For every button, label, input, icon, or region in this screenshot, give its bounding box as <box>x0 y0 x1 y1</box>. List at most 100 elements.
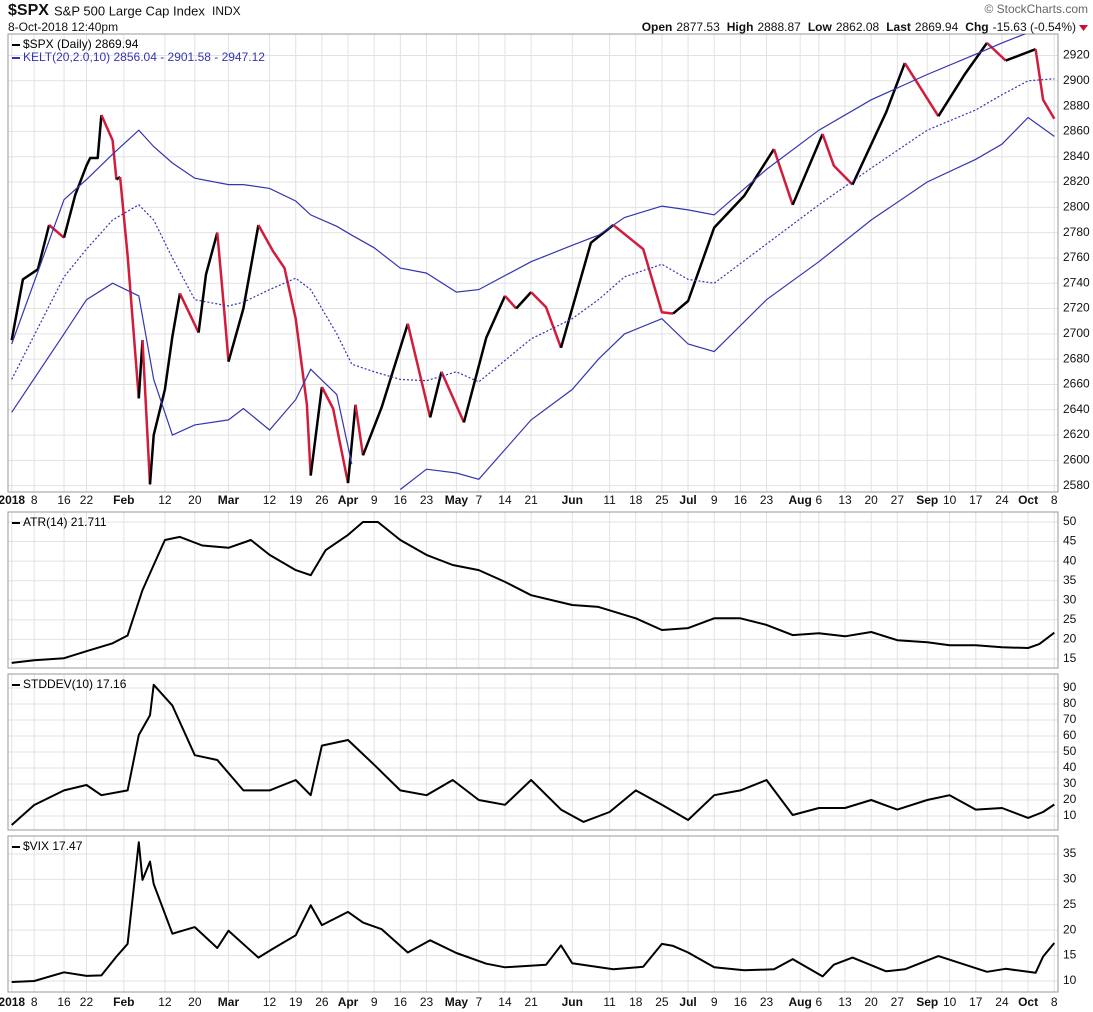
x-tick-label: 18 <box>629 995 643 1009</box>
legend-label: $VIX 17.47 <box>23 839 83 853</box>
x-tick-label: Aug <box>789 493 812 507</box>
x-tick-label: 6 <box>816 995 823 1009</box>
y-tick-label: 2620 <box>1063 427 1090 441</box>
y-tick-label: 10 <box>1063 808 1077 822</box>
x-tick-label: 20 <box>864 493 878 507</box>
x-tick-label: 12 <box>263 493 277 507</box>
x-tick-label: 24 <box>995 493 1009 507</box>
price-line <box>227 224 260 363</box>
price-line <box>772 148 794 206</box>
price-line <box>141 340 152 485</box>
y-tick-label: 2580 <box>1063 478 1090 492</box>
y-tick-label: 2720 <box>1063 301 1090 315</box>
x-tick-label: 27 <box>891 995 905 1009</box>
y-tick-label: 40 <box>1063 553 1077 567</box>
x-tick-label: 20 <box>188 493 202 507</box>
price-line <box>1005 48 1037 62</box>
x-tick-label: 11 <box>603 493 616 507</box>
x-tick-label: Sep <box>916 493 938 507</box>
keltner-lower <box>11 116 1055 490</box>
x-tick-label: Jul <box>679 493 696 507</box>
y-tick-label: 2740 <box>1063 275 1090 289</box>
x-tick-label: Feb <box>113 493 134 507</box>
price-line <box>462 295 507 423</box>
legend-label: STDDEV(10) 17.16 <box>23 677 127 691</box>
y-tick-label: 40 <box>1063 760 1077 774</box>
x-tick-label: 17 <box>969 493 983 507</box>
y-tick-label: 2780 <box>1063 225 1090 239</box>
y-tick-label: 2660 <box>1063 377 1090 391</box>
panel-frame <box>7 511 1059 669</box>
x-tick-label: Jul <box>679 995 696 1009</box>
x-tick-label: 8 <box>31 995 38 1009</box>
quote-label: Last <box>886 20 911 34</box>
x-tick-label: May <box>445 493 469 507</box>
x-tick-label: 9 <box>371 493 378 507</box>
x-tick-label: May <box>445 995 469 1009</box>
x-tick-label: 8 <box>31 493 38 507</box>
change-arrow <box>1079 25 1088 31</box>
plot-area <box>10 34 1056 490</box>
indicator-line <box>11 683 1055 826</box>
x-tick-label: 9 <box>711 995 718 1009</box>
quote-value: 2888.87 <box>757 20 801 34</box>
x-tick-label: Oct <box>1018 995 1038 1009</box>
quote-label: Chg <box>965 20 988 34</box>
price-line <box>986 41 1007 62</box>
y-tick-label: 10 <box>1063 973 1077 987</box>
y-tick-label: 2700 <box>1063 326 1090 340</box>
y-tick-label: 2840 <box>1063 149 1090 163</box>
y-tick-label: 2600 <box>1063 453 1090 467</box>
quote-label: Low <box>808 20 833 34</box>
x-tick-label: 18 <box>629 493 643 507</box>
price-line <box>504 295 518 310</box>
price-line <box>320 386 350 484</box>
price-line <box>406 323 432 418</box>
price-line <box>530 291 563 349</box>
keltner-upper <box>11 34 1027 345</box>
x-tick-label: 16 <box>734 493 748 507</box>
x-tick-label: 12 <box>158 493 172 507</box>
x-tick-label: 13 <box>838 493 852 507</box>
indicator-line <box>11 841 1056 983</box>
price-line <box>937 42 989 117</box>
x-tick-label: Sep <box>916 995 938 1009</box>
x-tick-label: 23 <box>760 995 774 1009</box>
keltner-middle <box>11 78 1055 383</box>
price-line <box>118 176 141 399</box>
x-tick-label: Jun <box>562 995 583 1009</box>
x-tick-label: 11 <box>603 995 616 1009</box>
price-line <box>48 224 65 239</box>
x-tick-label: 17 <box>969 995 983 1009</box>
y-tick-label: 2920 <box>1063 48 1090 62</box>
date-stamp: 8-Oct-2018 12:40pm <box>8 20 118 34</box>
x-tick-label: Oct <box>1018 493 1038 507</box>
y-tick-label: 60 <box>1063 728 1077 742</box>
y-tick-label: 35 <box>1063 573 1077 587</box>
index-name: S&P 500 Large Cap Index <box>54 3 205 18</box>
x-tick-label: 2018 <box>0 493 25 507</box>
price-line <box>309 386 324 476</box>
legend-label: $SPX (Daily) 2869.94 <box>23 37 139 51</box>
price-line <box>178 292 200 334</box>
price-line <box>612 224 674 315</box>
y-tick-label: 2760 <box>1063 250 1090 264</box>
y-tick-label: 2680 <box>1063 351 1090 365</box>
x-tick-label: 23 <box>420 493 434 507</box>
price-line <box>559 224 615 349</box>
x-tick-label: 16 <box>394 995 408 1009</box>
x-tick-label: 6 <box>816 493 823 507</box>
x-tick-label: 12 <box>158 995 172 1009</box>
price-line <box>428 371 443 418</box>
price-line <box>515 291 533 310</box>
x-tick-label: 24 <box>995 995 1009 1009</box>
price-line <box>100 114 118 180</box>
price-line <box>903 62 940 117</box>
x-tick-label: 7 <box>475 493 482 507</box>
x-tick-label: 19 <box>289 493 303 507</box>
x-tick-label: 14 <box>498 493 512 507</box>
y-tick-label: 2800 <box>1063 200 1090 214</box>
y-tick-label: 2860 <box>1063 124 1090 138</box>
x-tick-label: 8 <box>1051 493 1058 507</box>
